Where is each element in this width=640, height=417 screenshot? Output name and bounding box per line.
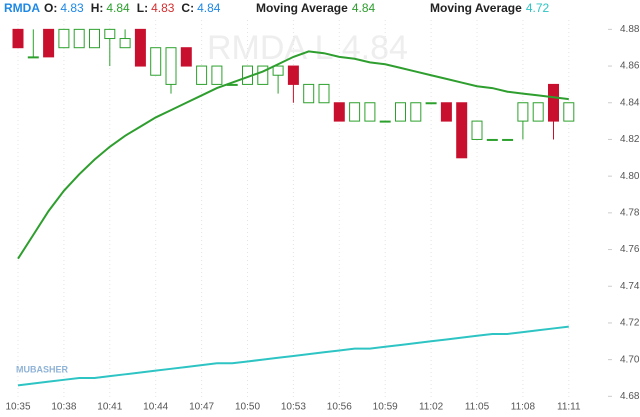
y-tick-label: 4.76 [620,244,640,255]
legend-entry: Moving Average [430,1,522,15]
candle-body [471,120,483,140]
candle-body [272,65,284,76]
symbol: RMDA [4,1,40,15]
candle-body [134,28,146,67]
y-tick-label: 4.78 [620,207,640,218]
y-tick-label: 4.84 [620,97,640,108]
x-tick-label: 10:44 [143,402,168,413]
x-tick-label: 10:47 [189,402,214,413]
candle-body [180,47,192,67]
legend-label: O: [44,1,57,15]
candle-body [425,102,437,105]
candle-body [165,47,177,85]
legend-value: 4.72 [526,1,550,15]
x-tick-label: 10:50 [235,402,260,413]
watermark: RMDA L 4.84 [207,29,408,67]
x-tick-label: 11:02 [419,402,444,413]
candle-body [12,28,24,49]
legend-value: 4.83 [60,1,84,15]
header-bg [0,0,640,19]
x-tick-label: 10:56 [327,402,352,413]
x-tick-label: 10:41 [97,402,122,413]
y-tick-label: 4.74 [620,281,640,292]
moving-average-line [17,50,569,260]
candle-body [486,138,498,141]
x-tick-label: 10:53 [281,402,306,413]
candle-body [349,102,361,122]
candle-body [563,102,575,122]
legend-label: L: [137,1,148,15]
y-tick-label: 4.82 [620,134,640,145]
x-tick-label: 10:59 [373,402,398,413]
candle-body [287,65,299,85]
x-tick-label: 11:08 [511,402,536,413]
candle-body [73,28,85,49]
candle-body [27,56,39,59]
legend-value: 4.84 [106,1,130,15]
x-tick-label: 11:11 [557,402,581,413]
candle-body [104,28,116,40]
candle-body [333,102,345,122]
candle-body [318,83,330,104]
y-tick-label: 4.68 [620,391,640,402]
candle-body [58,28,70,49]
candle-body [303,83,315,104]
y-tick-label: 4.88 [620,24,640,35]
candle-body [119,38,131,49]
candle-body [211,65,223,85]
logo: MUBASHER [16,364,69,374]
legend-label: H: [91,1,104,15]
candle-body [150,47,162,76]
candle-body [502,138,514,141]
candle-body [257,65,269,85]
legend-value: 4.84 [197,1,221,15]
y-tick-label: 4.86 [620,61,640,72]
legend-label: C: [181,1,194,15]
y-tick-label: 4.80 [620,171,640,182]
x-tick-label: 11:05 [465,402,490,413]
candle-body [548,83,559,122]
legend-value: 4.83 [151,1,175,15]
candle-body [456,102,468,159]
candle-body [532,102,544,122]
candle-body [43,28,55,58]
candle-body [379,120,391,123]
candle-body [89,28,100,49]
candle-body [196,65,208,85]
y-tick-label: 4.72 [620,318,640,329]
candle-body [440,102,452,122]
x-tick-label: 10:38 [51,402,76,413]
candle-body [364,102,376,122]
candle-body [410,102,422,122]
y-tick-label: 4.70 [620,354,640,365]
candle-body [395,102,406,122]
candle-body [517,102,529,122]
legend-entry: Moving Average [256,1,348,15]
legend-value: 4.84 [352,1,376,15]
moving-average-line [17,325,569,387]
x-tick-label: 10:35 [5,402,30,413]
